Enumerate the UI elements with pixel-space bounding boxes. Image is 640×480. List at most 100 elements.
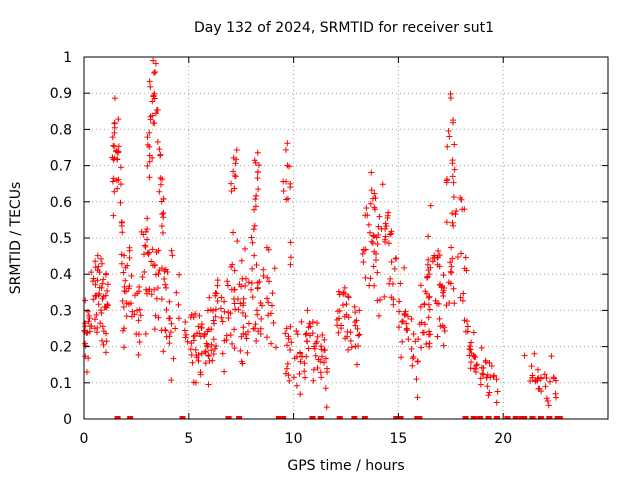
data-point [366,282,373,289]
data-point [396,308,403,315]
data-point [373,234,380,241]
data-point [184,338,191,345]
data-point [151,120,158,127]
data-point [546,378,553,385]
data-point [242,275,249,282]
data-point [92,258,99,265]
data-point [527,378,534,385]
data-point [371,190,378,197]
data-point [268,340,275,347]
data-point [225,309,232,316]
data-point [459,297,466,304]
data-point [347,329,354,336]
data-point [304,307,311,314]
data-point [263,295,270,302]
data-point [484,383,491,390]
data-point [223,332,230,339]
data-point [111,95,118,102]
data-point [529,374,536,381]
data-point [410,331,417,338]
data-point [447,259,454,266]
data-point [543,395,550,402]
data-point [427,202,434,209]
data-point [204,307,211,314]
data-point [168,320,175,327]
y-tick-label: 0.2 [50,340,72,356]
data-point [301,360,308,367]
data-point [201,331,208,338]
data-point [205,381,212,388]
data-point [440,342,447,349]
x-tick-label: 15 [389,431,407,447]
data-point [448,263,455,270]
data-point [162,327,169,334]
zero-data-point [416,416,423,419]
data-point [493,399,500,406]
data-point [152,69,159,76]
data-point [450,222,457,229]
data-point [370,232,377,239]
data-point [102,349,109,356]
data-point [118,181,125,188]
data-point [139,273,146,280]
zero-data-point [537,416,544,419]
data-point [368,238,375,245]
data-point [195,323,202,330]
data-point [377,296,384,303]
data-point [99,337,106,344]
x-tick-label: 0 [80,431,89,447]
data-point [373,250,380,257]
data-point [256,278,263,285]
data-point [454,254,461,261]
y-tick-label: 0.5 [50,231,72,247]
data-point [369,240,376,247]
data-point [157,181,164,188]
data-point [128,272,135,279]
data-point [356,331,363,338]
data-point [192,310,199,317]
data-point [142,228,149,235]
data-point [146,143,153,150]
y-axis-label: SRMTID / TECUs [8,182,24,295]
data-point [390,301,397,308]
data-point [146,129,153,136]
data-point [448,244,455,251]
data-point [319,353,326,360]
data-point [398,354,405,361]
data-point [354,361,361,368]
zero-data-point [317,416,324,419]
data-point [272,344,279,351]
data-point [232,306,239,313]
data-point [347,337,354,344]
data-point [490,373,497,380]
data-point [153,106,160,113]
data-point [439,322,446,329]
data-point [258,315,265,322]
data-point [84,329,91,336]
data-point [309,319,316,325]
data-point [382,220,389,227]
data-point [386,280,393,287]
data-point [440,272,447,279]
y-tick-label: 0.6 [50,195,72,211]
data-point [366,229,373,236]
data-point [159,211,166,218]
data-point [113,177,120,184]
zero-data-point [309,416,316,419]
data-point [464,323,471,330]
data-point [136,284,143,291]
data-point [211,345,218,352]
data-point [542,383,549,390]
data-point [459,206,466,213]
data-point [336,291,343,298]
data-point [375,231,382,238]
data-point [103,270,110,277]
data-point [238,257,245,264]
data-point [293,328,300,334]
data-point [102,292,109,299]
data-point [111,129,118,136]
data-point [151,326,158,333]
data-point [213,342,220,349]
data-point [219,350,226,357]
